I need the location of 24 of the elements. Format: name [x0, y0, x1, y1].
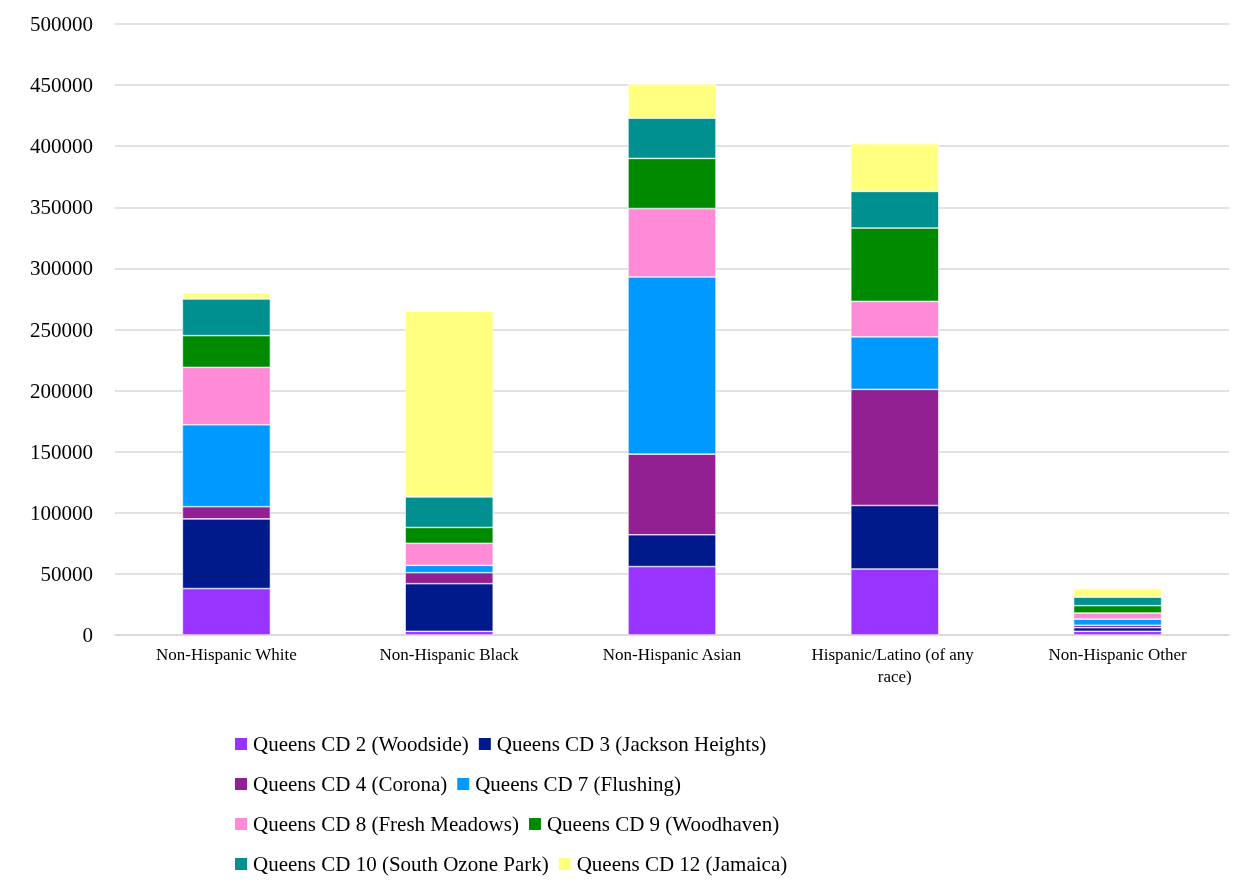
x-tick-label: Non-Hispanic Other [1048, 644, 1188, 664]
y-tick-label: 250000 [30, 317, 93, 342]
x-tick-label: Non-Hispanic Asian [602, 644, 742, 664]
legend-label: Queens CD 12 (Jamaica) [576, 852, 788, 876]
legend-label: Queens CD 9 (Woodhaven) [546, 812, 780, 836]
y-tick-label: 100000 [30, 500, 93, 525]
y-tick-label: 200000 [30, 378, 93, 403]
legend-label: Queens CD 8 (Fresh Meadows) [253, 812, 519, 836]
x-tick-label: Non-Hispanic Black [379, 644, 520, 664]
y-tick-label: 350000 [30, 195, 93, 220]
y-tick-label: 50000 [40, 561, 93, 586]
legend-label: Queens CD 10 (South Ozone Park) [253, 852, 549, 876]
x-tick-label: Non-Hispanic White [155, 644, 297, 664]
legend-label: Queens CD 7 (Flushing) [475, 772, 682, 796]
x-tick-label: Hispanic/Latino (of any race) [811, 644, 979, 686]
y-tick-label: 500000 [30, 12, 93, 36]
legend-label: Queens CD 4 (Corona) [253, 772, 448, 796]
y-tick-label: 400000 [30, 134, 93, 159]
y-tick-label: 300000 [30, 256, 93, 281]
y-tick-label: 150000 [30, 439, 93, 464]
y-tick-label: 450000 [30, 73, 93, 98]
y-tick-label: 0 [82, 623, 93, 647]
legend-label: Queens CD 2 (Woodside) [253, 732, 469, 756]
legend-label: Queens CD 3 (Jackson Heights) [496, 732, 767, 756]
